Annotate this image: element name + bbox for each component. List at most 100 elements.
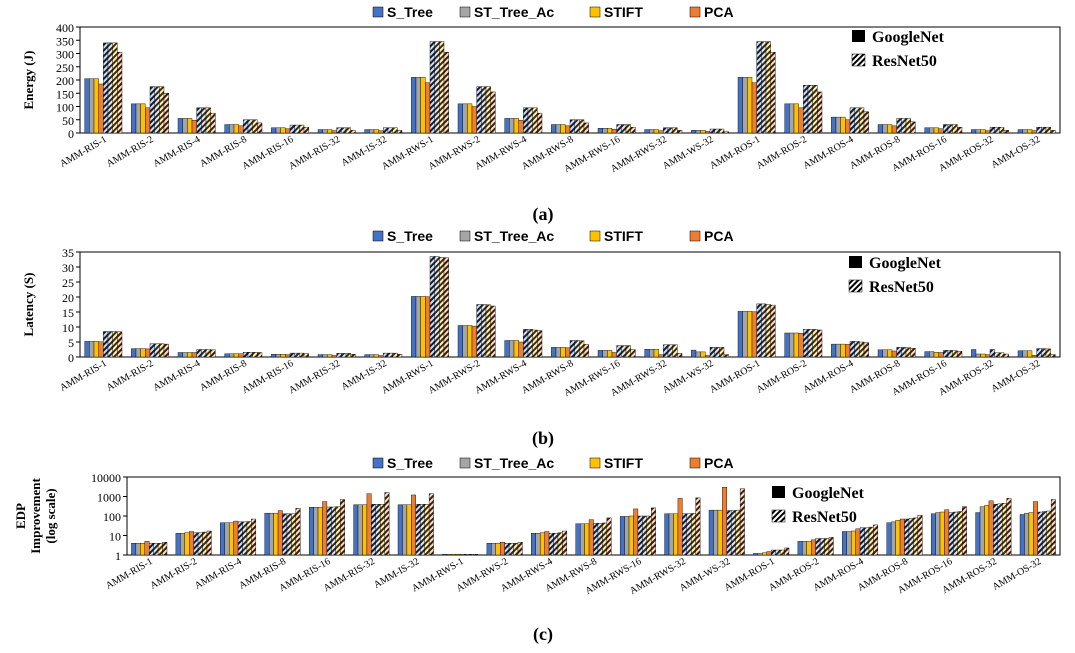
bar-hatch: [775, 549, 781, 556]
bar-hatch: [476, 304, 482, 358]
bar-hatch: [532, 329, 538, 358]
bar: [971, 349, 977, 358]
bar: [579, 523, 585, 556]
bar-hatch: [397, 130, 403, 134]
bar-hatch: [1003, 353, 1009, 358]
bar: [845, 344, 851, 358]
bar: [131, 543, 137, 556]
y-tick-label: 100: [56, 101, 74, 115]
bar-hatch: [859, 107, 865, 134]
bar: [135, 348, 141, 358]
bar-hatch: [948, 512, 954, 556]
category-label: AMM-RIS-1: [58, 134, 109, 170]
bar: [462, 325, 468, 358]
bar-hatch: [251, 518, 257, 556]
bar: [624, 516, 630, 556]
bar: [695, 130, 701, 134]
bar: [575, 523, 581, 556]
bar-hatch: [719, 128, 725, 134]
bar: [588, 519, 594, 556]
bar: [285, 354, 291, 358]
bar-hatch: [428, 493, 434, 556]
y-tick-label: 25: [62, 276, 74, 290]
bar-hatch: [163, 93, 169, 134]
bar: [89, 341, 95, 358]
bar: [442, 553, 448, 556]
bar-hatch: [663, 344, 669, 358]
bar-hatch: [859, 341, 865, 358]
bar-hatch: [714, 128, 720, 134]
bar: [471, 106, 477, 134]
bar: [1022, 129, 1028, 134]
bar: [597, 128, 603, 134]
bar-hatch: [803, 329, 809, 358]
bar: [220, 522, 225, 556]
bar-hatch: [107, 331, 113, 358]
bar-hatch: [602, 522, 608, 556]
bar: [228, 522, 234, 556]
bar-hatch: [999, 352, 1005, 358]
bar-hatch: [523, 107, 529, 134]
bar: [140, 348, 146, 358]
bar: [364, 354, 370, 358]
bar: [331, 355, 337, 358]
bar: [602, 128, 608, 134]
bar: [890, 521, 896, 556]
bar-hatch: [210, 349, 216, 358]
bar: [135, 543, 141, 556]
bar-hatch: [637, 515, 643, 556]
bar: [653, 349, 659, 358]
category-label: AMM-RIS-32: [287, 358, 342, 396]
bar: [677, 498, 683, 556]
bar: [275, 127, 281, 134]
bar-hatch: [863, 342, 869, 358]
bar-hatch: [460, 553, 465, 556]
bar: [565, 347, 571, 358]
bar: [933, 352, 939, 358]
bar: [420, 296, 426, 358]
bar: [789, 332, 795, 358]
bar: [658, 354, 664, 358]
bar-hatch: [149, 86, 155, 134]
bar-hatch: [663, 127, 669, 134]
bar: [539, 532, 545, 556]
legend-label: S_Tree: [387, 4, 433, 20]
bar: [802, 541, 807, 556]
category-label: AMM-ROS-2: [755, 358, 809, 396]
bar-hatch: [557, 532, 563, 556]
bar: [317, 129, 323, 134]
bar: [233, 520, 239, 556]
bar: [140, 103, 146, 134]
bar: [811, 539, 816, 556]
category-label: AMM-RWS-4: [473, 358, 529, 396]
bar-hatch: [993, 504, 998, 556]
bar: [619, 516, 625, 556]
bar-hatch: [434, 256, 440, 358]
bar-hatch: [210, 112, 216, 134]
bar: [882, 349, 888, 358]
bar-hatch: [485, 86, 491, 134]
category-label: AMM-OS-32: [990, 134, 1043, 171]
bar-hatch: [196, 107, 202, 134]
bar-hatch: [341, 353, 347, 358]
y-axis-title: Latency (S): [21, 273, 36, 337]
bar: [846, 531, 852, 556]
bar: [238, 353, 244, 358]
bar-hatch: [910, 348, 916, 358]
bar: [271, 127, 277, 134]
bar: [747, 311, 753, 358]
bar: [1022, 350, 1028, 358]
series-legend-swatch: [771, 509, 786, 523]
bar-hatch: [947, 350, 953, 358]
bar: [415, 77, 421, 134]
bar-hatch: [392, 127, 398, 134]
bar-hatch: [149, 343, 155, 358]
bar-hatch: [107, 42, 113, 134]
panel-label: (b): [532, 428, 554, 449]
y-tick-label: 10000: [91, 471, 121, 485]
bar: [602, 350, 608, 358]
bar: [1024, 512, 1030, 556]
bar: [597, 350, 603, 358]
bar-hatch: [962, 506, 967, 556]
bar: [224, 522, 230, 556]
